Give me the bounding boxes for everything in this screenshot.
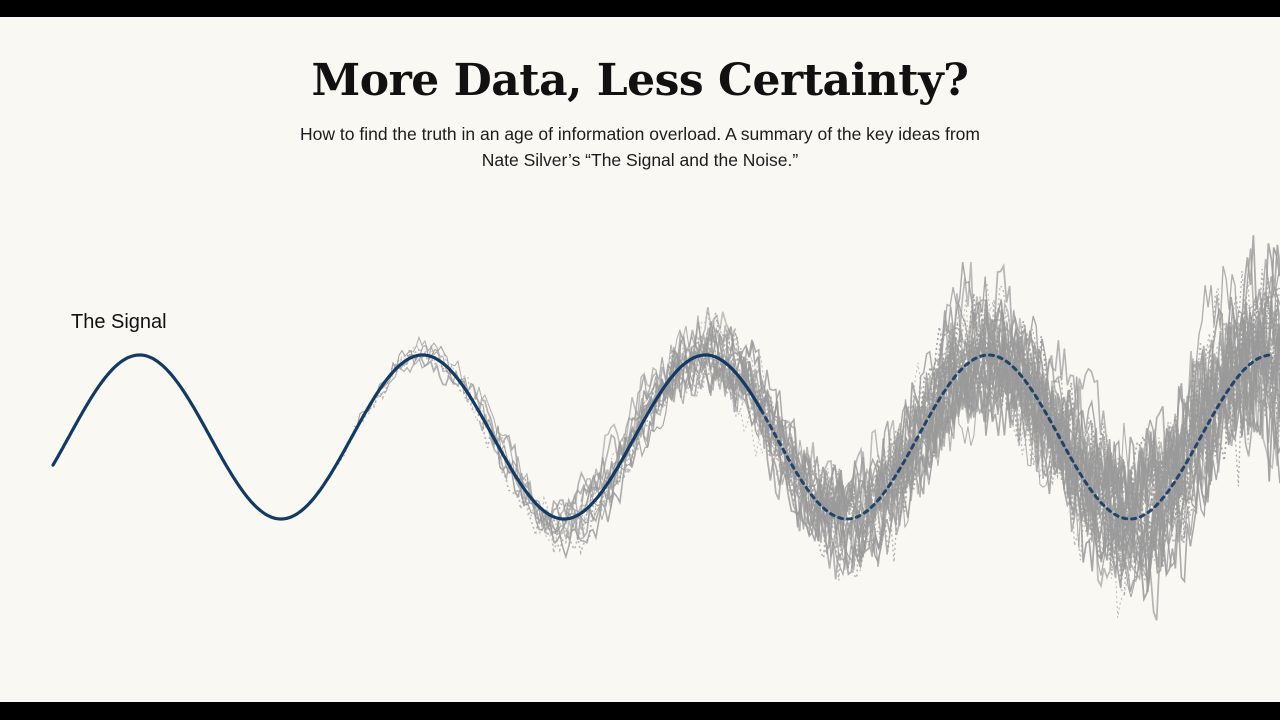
- signal-wave: [51, 353, 763, 521]
- noise-line: [694, 268, 1280, 552]
- noise-line: [372, 301, 1280, 583]
- noise-line: [540, 284, 1280, 570]
- subtitle: How to find the truth in an age of infor…: [300, 124, 980, 170]
- noise-line: [520, 301, 1280, 596]
- signal-noise-illustration: [51, 235, 1280, 621]
- signal-wave-dashed: [759, 353, 1273, 521]
- noise-line: [478, 319, 1280, 539]
- slide-canvas: More Data, Less Certainty? How to find t…: [0, 17, 1280, 702]
- noise-lines: [329, 235, 1280, 621]
- signal-label: The Signal: [71, 311, 167, 333]
- noise-line: [925, 261, 1280, 553]
- page-title: More Data, Less Certainty?: [311, 55, 969, 106]
- noise-line: [628, 327, 1280, 583]
